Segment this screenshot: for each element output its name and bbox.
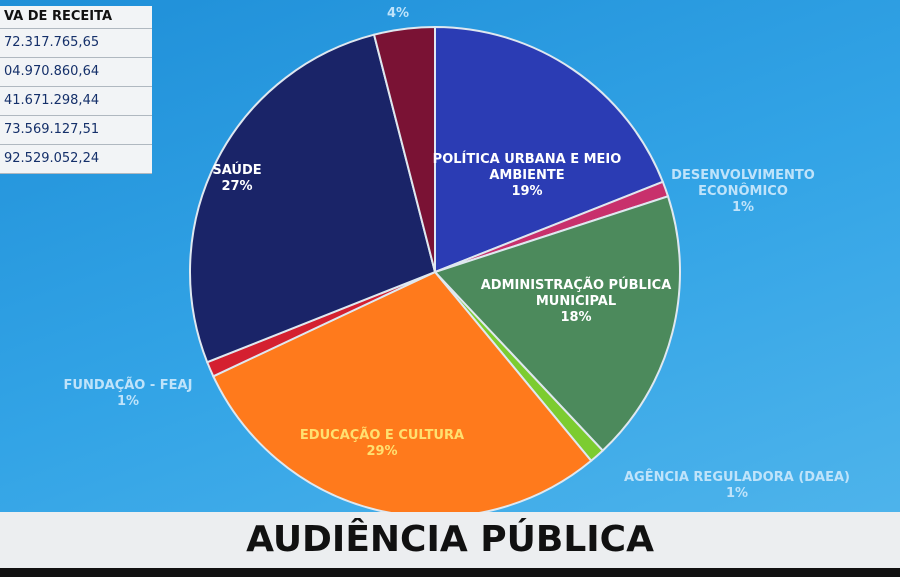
category-label: EDUCAÇÃO E CULTURA [299,428,465,443]
table-cell: 72.317.765,65 [0,29,152,58]
table-cell: 41.671.298,44 [0,87,152,116]
value-label: 4% [386,6,410,21]
slice-label: ADMINISTRAÇÃO PÚBLICA MUNICIPAL 18% [461,278,691,326]
slice-label: DESENVOLVIMENTO ECONÔMICO 1% [658,168,828,216]
slice-label: EDUCAÇÃO E CULTURA 29% [267,428,497,460]
table-cell: 92.529.052,24 [0,145,152,174]
value-label: 27% [221,179,253,194]
revenue-table: VA DE RECEITA 72.317.765,65 04.970.860,64… [0,6,152,174]
value-label: 1% [116,394,140,409]
value-label: 29% [366,444,398,459]
banner: AUDIÊNCIA PÚBLICA [0,512,900,568]
value-label: 1% [731,200,755,215]
pie-slice [189,33,437,364]
category-label: SAÚDE [212,163,262,178]
table-cell: 73.569.127,51 [0,116,152,145]
pie-slice [211,270,593,518]
pie-slice [433,195,681,453]
category-label: AGÊNCIA REGULADORA (DAEA) [623,470,851,485]
category-label: ADMINISTRAÇÃO PÚBLICA MUNICIPAL [480,278,672,309]
value-label: 1% [725,486,749,501]
slice-label: POLÍTICA URBANA E MEIO AMBIENTE 19% [432,152,622,200]
category-label: FUNDAÇÃO - FEAJ [63,378,193,393]
category-label: DESENVOLVIMENTO ECONÔMICO [671,168,815,199]
table-cell: 04.970.860,64 [0,58,152,87]
bottom-strip [0,568,900,577]
table-header: VA DE RECEITA [0,6,152,29]
category-label: POLÍTICA URBANA E MEIO AMBIENTE [432,152,622,183]
slice-label: FUNDAÇÃO - FEAJ 1% [38,378,218,410]
slice-label: SAÚDE 27% [187,163,287,195]
pie-slice [434,25,665,274]
value-label: 18% [560,310,592,325]
slice-label: AGÊNCIA REGULADORA (DAEA) 1% [602,470,872,502]
pie-slice [372,25,436,273]
value-label: 19% [511,184,543,199]
slice-label: 4% [368,6,428,22]
